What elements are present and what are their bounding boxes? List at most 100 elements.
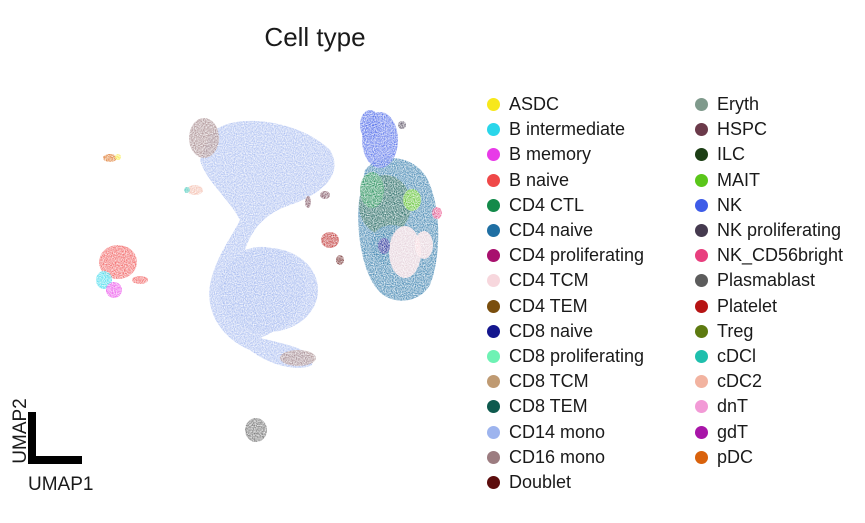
legend-swatch [487,173,500,187]
legend-item: B naive [487,168,644,193]
legend-label: pDC [717,446,754,467]
cluster-hspc [320,191,330,199]
legend-item: CD4 proliferating [487,243,644,268]
legend-label: CD4 TCM [509,270,589,291]
cluster-hspc [305,196,311,208]
legend-swatch [487,249,500,263]
legend-item: Doublet [487,470,644,495]
legend-swatch [487,425,500,439]
legend-label: B naive [509,169,570,190]
legend-label: Eryth [717,94,760,115]
legend-label: dnT [717,396,749,417]
legend-swatch [487,98,500,112]
legend-label: Treg [717,320,754,341]
cluster-doublet [336,255,344,265]
cluster-b-naive [132,276,148,284]
legend-label: CD16 mono [509,446,606,467]
legend-item: CD8 proliferating [487,344,644,369]
legend-swatch [695,450,708,464]
legend-item: dnT [695,394,843,419]
legend-item: NK [695,193,843,218]
cluster-b-intermediate [96,271,112,289]
legend-item: pDC [695,445,843,470]
legend-item: B memory [487,142,644,167]
legend-swatch [487,324,500,338]
legend-label: CD8 naive [509,320,594,341]
legend-item: CD8 TCM [487,369,644,394]
legend-swatch [695,224,708,238]
legend-label: NK [717,194,743,215]
legend-label: Platelet [717,295,778,316]
legend-swatch [695,123,708,137]
cluster-cd16-mono [189,118,219,158]
legend-swatch [695,349,708,363]
cluster-b-memory [106,282,122,298]
legend-label: B memory [509,144,592,165]
legend-label: Doublet [509,471,572,492]
cluster-asdc [115,154,121,160]
cluster-cd4-tcm [389,226,421,278]
legend-swatch [695,375,708,389]
chart-title: Cell type [264,22,366,52]
legend-item: CD4 CTL [487,193,644,218]
legend-label: CD4 CTL [509,194,585,215]
legend-swatch [487,375,500,389]
cluster-cd4-tcm [415,231,433,259]
legend-swatch [695,173,708,187]
legend-item: cDCl [695,344,843,369]
umap-y-scale-line [28,412,36,464]
legend-column-1: ASDC B intermediate B memory B naive CD4 CTL… [487,92,644,495]
legend-label: Plasmablast [717,270,816,291]
legend-item: ASDC [487,92,644,117]
legend-swatch [695,249,708,263]
legend-swatch [695,400,708,414]
legend-swatch [487,148,500,162]
umap-plot [28,110,442,464]
legend-label: HSPC [717,119,768,140]
cluster-pdc [103,154,117,162]
legend-label: cDCl [717,345,756,366]
legend-swatch [695,98,708,112]
legend-item: B intermediate [487,117,644,142]
cluster-plasmablast [245,418,267,442]
cluster-b-naive [99,245,137,279]
legend-swatch [487,299,500,313]
legend-item: Eryth [695,92,843,117]
legend-item: CD4 TCM [487,268,644,293]
cluster-cd16-mono [280,350,316,366]
legend-item: Platelet [695,294,843,319]
legend-label: CD8 proliferating [509,345,645,366]
cluster-nk-proliferating [398,121,406,129]
legend-label: NK proliferating [717,220,842,241]
legend-item: gdT [695,419,843,444]
legend-label: MAIT [717,169,760,190]
legend-swatch [487,198,500,212]
legend-swatch [695,274,708,288]
x-axis-label: UMAP1 [28,474,94,495]
legend-swatch [487,123,500,137]
legend-item: Plasmablast [695,268,843,293]
legend-swatch [487,450,500,464]
y-axis-label: UMAP2 [10,398,31,464]
legend-label: B intermediate [509,119,626,140]
legend-item: CD4 TEM [487,294,644,319]
legend-swatch [695,299,708,313]
legend-label: CD4 naive [509,220,594,241]
legend-label: CD4 proliferating [509,245,645,266]
legend-label: NK_CD56bright [717,245,844,266]
legend-item: NK_CD56bright [695,243,843,268]
legend-label: CD8 TEM [509,396,588,417]
legend-swatch [695,324,708,338]
cluster-platelet [321,232,339,248]
legend-item: CD14 mono [487,419,644,444]
cluster-nk [360,110,380,140]
legend-item: CD8 naive [487,319,644,344]
legend-item: ILC [695,142,843,167]
legend-label: CD14 mono [509,421,606,442]
legend-item: NK proliferating [695,218,843,243]
legend-column-2: Eryth HSPC ILC MAIT NK NK proliferating NK_CD5… [695,92,843,470]
legend-item: Treg [695,319,843,344]
cluster-nk-cd56bright [432,207,442,219]
legend-label: gdT [717,421,749,442]
